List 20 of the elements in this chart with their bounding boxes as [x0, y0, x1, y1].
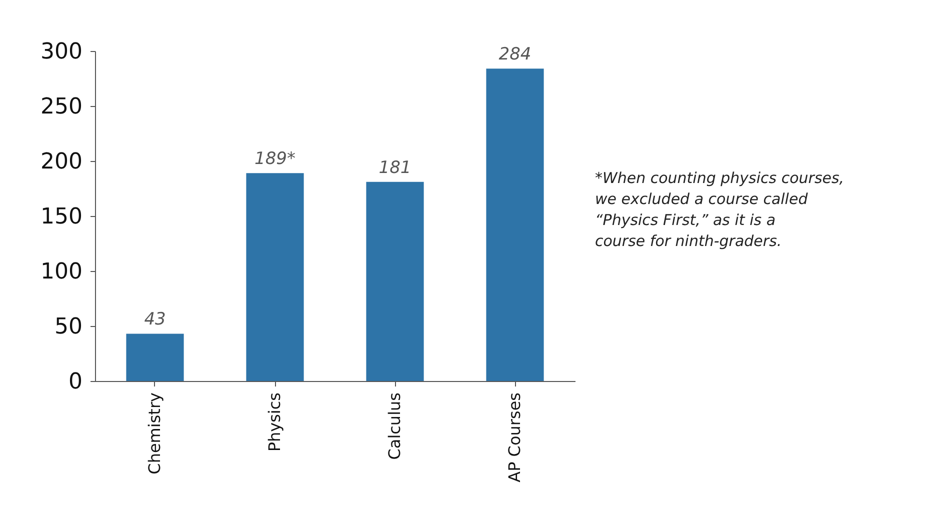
bar — [126, 334, 184, 381]
y-tick-label: 250 — [40, 94, 82, 120]
text: *When counting physics courses, we excluded a course called “Physics First,” as it is a course for ninth-graders. — [595, 169, 844, 250]
bar — [246, 173, 304, 381]
x-tick-label: Calculus — [385, 392, 404, 460]
x-tick-label: AP Courses — [505, 392, 524, 482]
bar — [366, 182, 424, 381]
bar — [486, 68, 544, 381]
data-label: 181 — [378, 158, 412, 178]
y-tick-label: 50 — [54, 314, 82, 340]
y-tick-label: 100 — [40, 260, 82, 284]
y-tick-label: 300 — [40, 40, 82, 64]
x-tick-label: Physics — [265, 392, 284, 452]
y-tick-label: 200 — [40, 150, 82, 174]
y-tick-label: 150 — [40, 204, 82, 230]
y-tick-label: 0 — [68, 370, 82, 394]
data-label: 189* — [254, 149, 296, 170]
data-label: 284 — [498, 44, 532, 65]
x-tick-label: Chemistry — [145, 392, 164, 474]
data-label: 43 — [144, 310, 166, 330]
